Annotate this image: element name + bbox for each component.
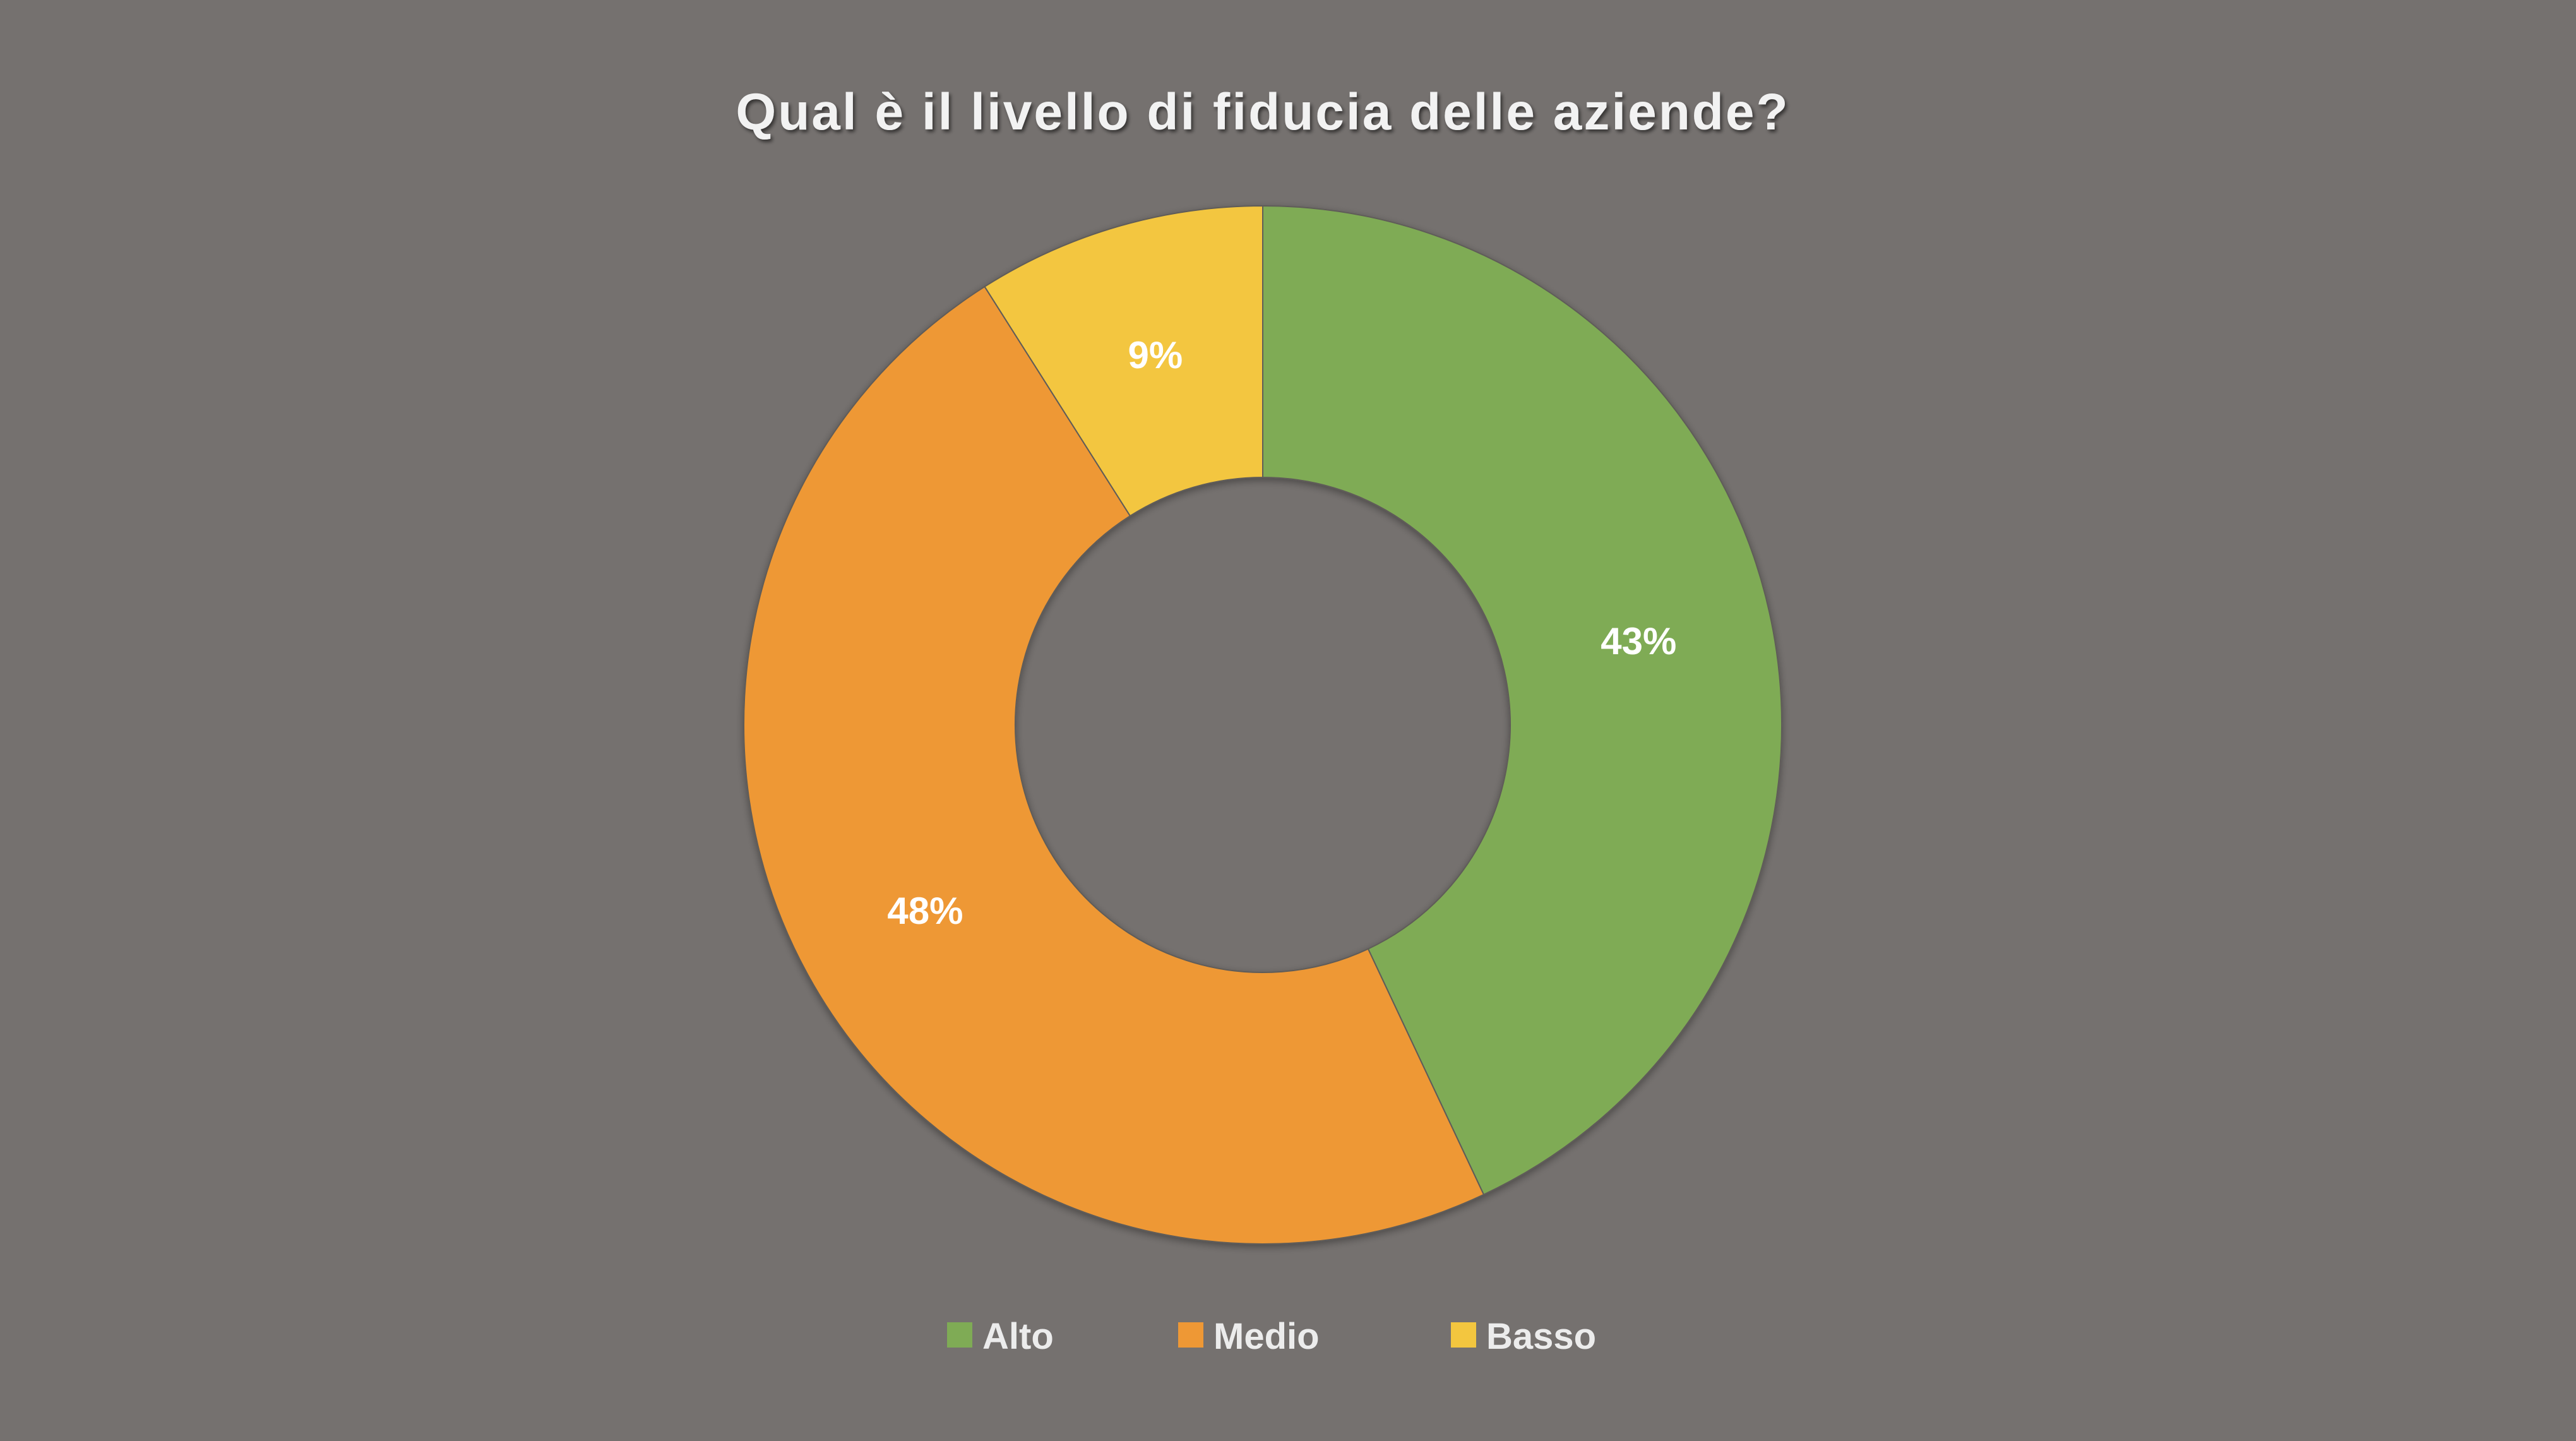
data-label-medio: 48% [887,890,963,932]
chart-title: Qual è il livello di fiducia delle azien… [736,83,1789,141]
slice-medio [743,285,1485,1245]
data-labels: 43% 48% 9% [887,334,1676,932]
legend-label-alto: Alto [982,1316,1054,1357]
legend-swatch-alto [947,1322,972,1348]
slice-basso [984,205,1263,517]
legend-label-basso: Basso [1486,1316,1596,1357]
legend: Alto Medio Basso [947,1316,1596,1357]
slice-alto [1262,205,1783,1196]
legend-swatch-medio [1178,1322,1203,1348]
data-label-basso: 9% [1128,334,1183,376]
legend-label-medio: Medio [1213,1316,1320,1357]
legend-swatch-basso [1451,1322,1476,1348]
data-label-alto: 43% [1601,620,1676,662]
donut-slices [743,205,1783,1245]
